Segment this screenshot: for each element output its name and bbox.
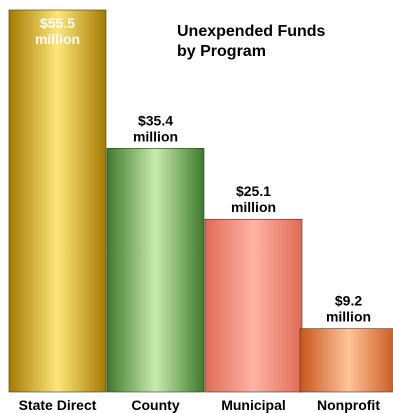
bar-state-direct — [8, 9, 107, 393]
category-label-nonprofit: Nonprofit — [317, 397, 380, 413]
value-label-municipal-line-1: $25.1 — [236, 183, 271, 199]
category-label-municipal: Municipal — [221, 397, 286, 413]
bars-layer — [8, 9, 393, 393]
category-label-state-direct: State Direct — [19, 397, 97, 413]
value-label-nonprofit-line-1: $9.2 — [335, 293, 362, 309]
value-label-state-direct-line-1: $55.5 — [40, 15, 75, 31]
chart-title-line-1: Unexpended Funds — [177, 23, 326, 40]
value-labels-layer: $55.5million$35.4million$25.1million$9.2… — [35, 15, 371, 325]
value-label-state-direct-line-2: million — [35, 31, 80, 47]
value-label-county-line-2: million — [133, 128, 178, 144]
chart-title-line-2: by Program — [177, 43, 266, 60]
bar-nonprofit — [299, 328, 393, 393]
value-label-county-line-1: $35.4 — [138, 112, 173, 128]
bar-county — [106, 148, 205, 393]
category-label-county: County — [131, 397, 179, 413]
value-label-nonprofit-line-2: million — [326, 309, 371, 325]
category-labels-layer: State Direct County Municipal Nonprofit — [19, 397, 381, 413]
value-label-municipal-line-2: million — [231, 199, 276, 215]
bar-municipal — [204, 218, 303, 393]
